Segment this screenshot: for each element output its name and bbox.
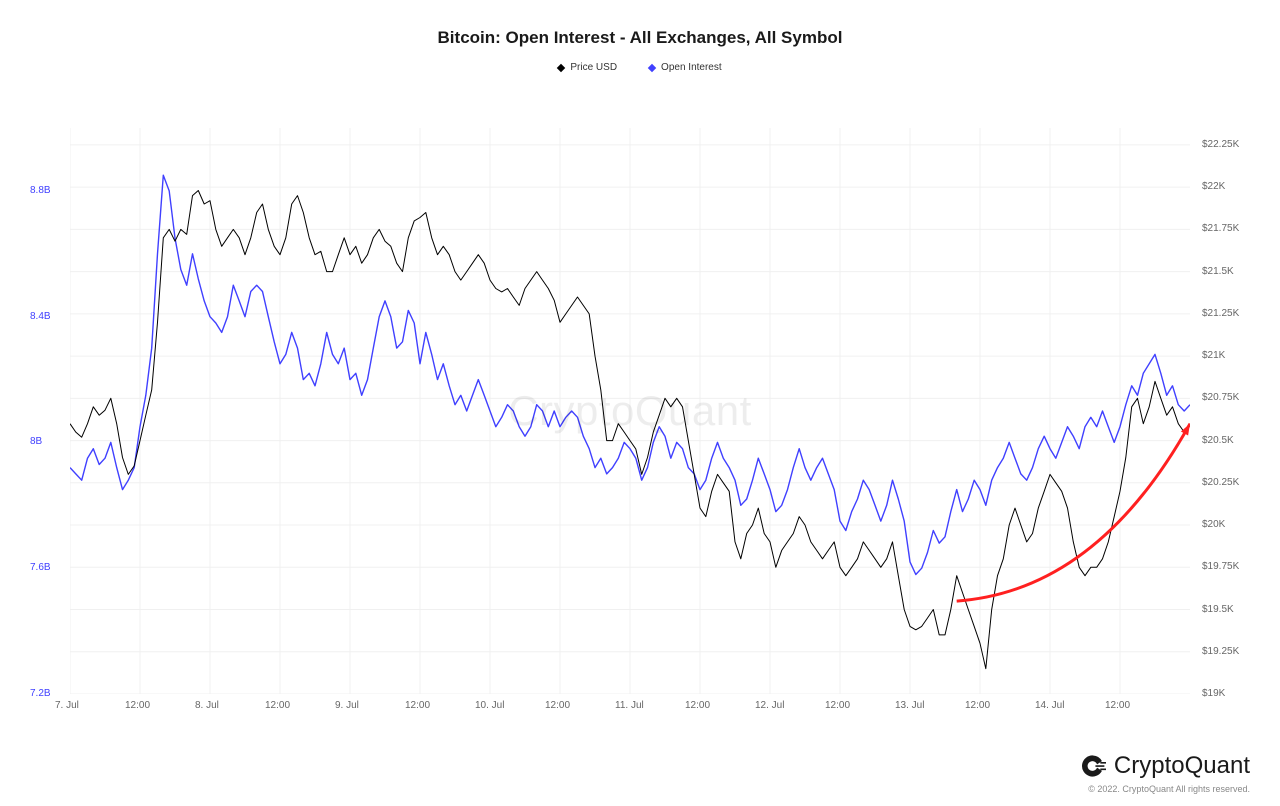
y-right-tick-label: $22.25K: [1202, 139, 1239, 150]
x-tick-label: 12:00: [825, 700, 850, 711]
y-left-tick-label: 7.2B: [30, 688, 51, 699]
y-left-tick-label: 8B: [30, 436, 42, 447]
x-tick-label: 12:00: [685, 700, 710, 711]
brand-logo-icon: [1080, 753, 1106, 779]
chart-title: Bitcoin: Open Interest - All Exchanges, …: [0, 0, 1280, 48]
y-right-tick-label: $21.25K: [1202, 308, 1239, 319]
y-right-tick-label: $19.25K: [1202, 646, 1239, 657]
legend-item-oi: Open Interest: [649, 62, 722, 73]
x-tick-label: 10. Jul: [475, 700, 504, 711]
x-tick-label: 12:00: [965, 700, 990, 711]
y-right-tick-label: $19.75K: [1202, 561, 1239, 572]
x-tick-label: 13. Jul: [895, 700, 924, 711]
x-tick-label: 14. Jul: [1035, 700, 1064, 711]
legend-label-price: Price USD: [570, 62, 617, 73]
x-tick-label: 7. Jul: [55, 700, 79, 711]
x-tick-label: 9. Jul: [335, 700, 359, 711]
x-tick-label: 12:00: [545, 700, 570, 711]
legend: Price USD Open Interest: [0, 62, 1280, 73]
y-right-tick-label: $19.5K: [1202, 604, 1234, 615]
y-right-tick-label: $21.75K: [1202, 223, 1239, 234]
legend-marker-oi: [648, 63, 656, 71]
x-tick-label: 8. Jul: [195, 700, 219, 711]
chart-plot-area: CryptoQuant: [70, 128, 1190, 694]
footer: CryptoQuant © 2022. CryptoQuant All righ…: [1080, 752, 1250, 794]
y-right-tick-label: $21.5K: [1202, 266, 1234, 277]
x-tick-label: 12. Jul: [755, 700, 784, 711]
y-right-tick-label: $20K: [1202, 519, 1225, 530]
legend-label-oi: Open Interest: [661, 62, 722, 73]
brand: CryptoQuant: [1080, 752, 1250, 780]
y-right-tick-label: $22K: [1202, 181, 1225, 192]
copyright: © 2022. CryptoQuant All rights reserved.: [1080, 784, 1250, 794]
x-tick-label: 12:00: [1105, 700, 1130, 711]
y-right-tick-label: $20.5K: [1202, 435, 1234, 446]
y-left-tick-label: 8.8B: [30, 185, 51, 196]
y-left-tick-label: 8.4B: [30, 311, 51, 322]
chart-svg: [70, 128, 1190, 694]
legend-item-price: Price USD: [558, 62, 617, 73]
y-right-tick-label: $19K: [1202, 688, 1225, 699]
x-tick-label: 11. Jul: [615, 700, 644, 711]
x-tick-label: 12:00: [405, 700, 430, 711]
brand-text: CryptoQuant: [1114, 752, 1250, 780]
x-tick-label: 12:00: [125, 700, 150, 711]
y-right-tick-label: $21K: [1202, 350, 1225, 361]
y-right-tick-label: $20.75K: [1202, 392, 1239, 403]
y-left-tick-label: 7.6B: [30, 562, 51, 573]
y-right-tick-label: $20.25K: [1202, 477, 1239, 488]
x-tick-label: 12:00: [265, 700, 290, 711]
legend-marker-price: [557, 63, 565, 71]
